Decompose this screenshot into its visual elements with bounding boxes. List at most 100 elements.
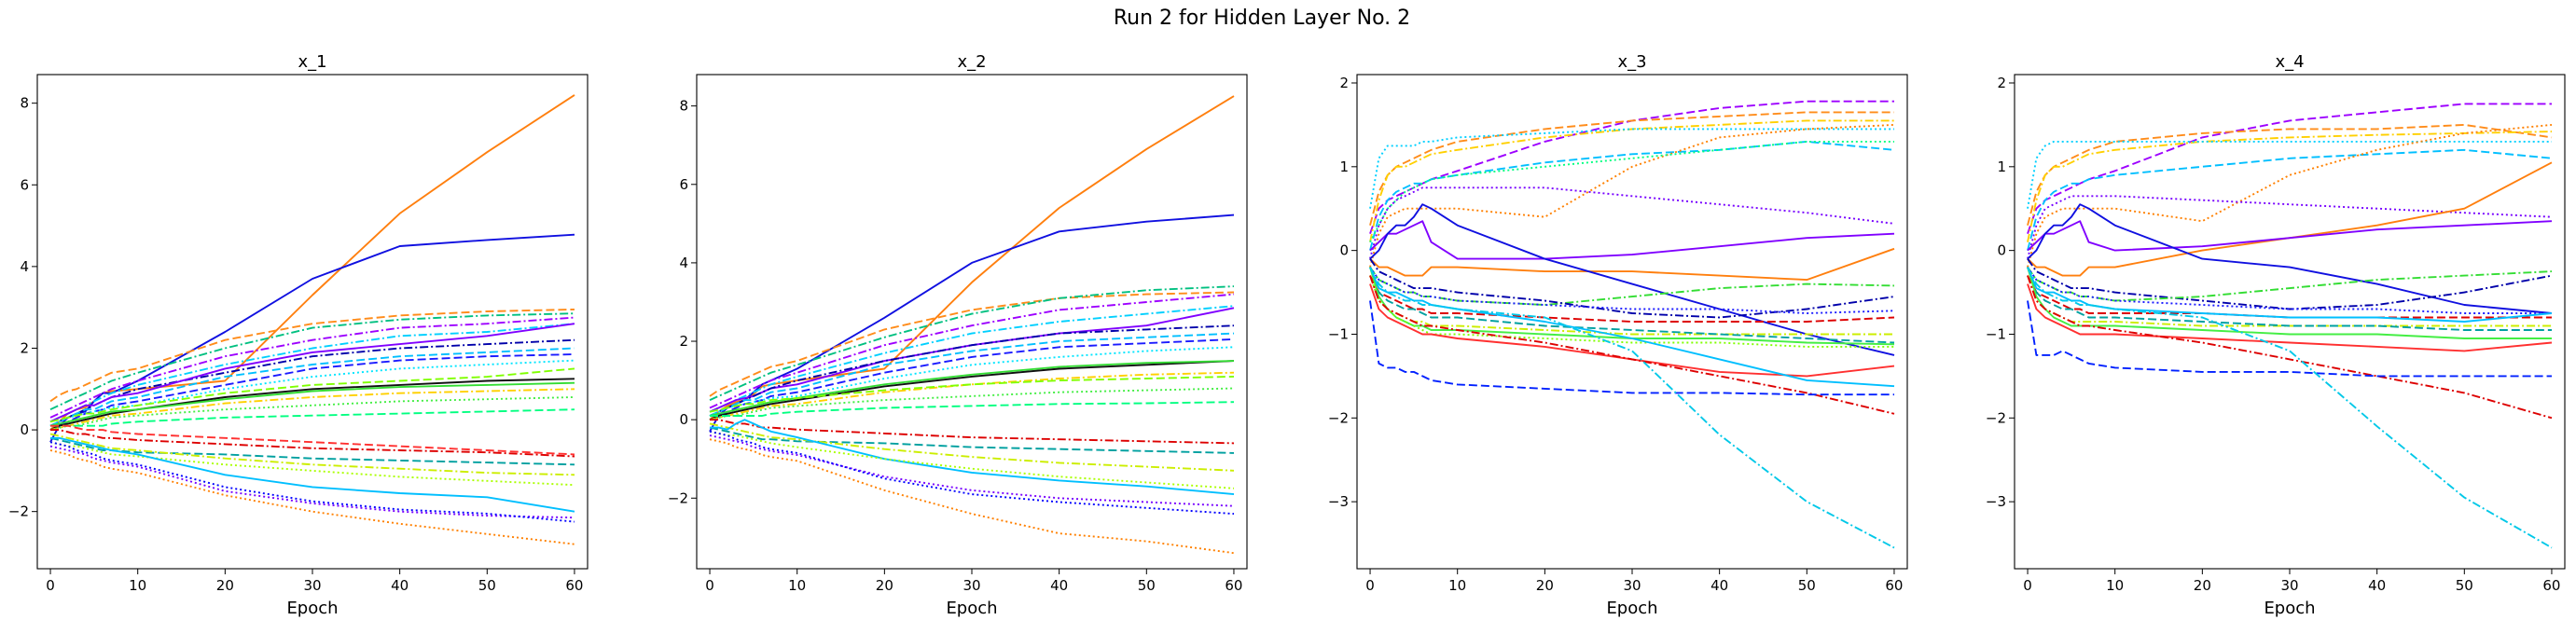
series-line-15 (709, 375, 1235, 413)
x-tick-label: 40 (1050, 577, 1068, 594)
series-line-21 (2027, 300, 2552, 378)
series-line-19 (709, 426, 1235, 454)
x-tick-label: 0 (705, 577, 714, 594)
x-tick-label: 60 (565, 577, 583, 594)
series-line-18 (710, 419, 1235, 445)
series-group (709, 95, 1235, 555)
x-axis-label: Epoch (2264, 599, 2315, 618)
series-line-19 (2027, 283, 2553, 352)
series-line-23 (50, 436, 575, 513)
series-line-11 (709, 346, 1235, 417)
series-line-9 (1369, 220, 1895, 260)
x-tick-label: 20 (1536, 577, 1554, 594)
series-line-20 (2027, 275, 2553, 420)
x-tick-label: 30 (303, 577, 321, 594)
subplot-x1: 0 10 20 30 40 50 60 −2 0 2 4 6 8 x_1 Epoch (8, 52, 589, 618)
series-line-11 (2027, 258, 2553, 310)
series-line-24 (49, 445, 575, 519)
x-axis-label: Epoch (286, 599, 338, 618)
subplot-title: x_1 (298, 52, 326, 72)
x-tick-label: 0 (2023, 577, 2032, 594)
subplot-title: x_2 (957, 52, 986, 72)
series-line-12 (49, 367, 575, 423)
series-line-25 (709, 438, 1235, 555)
y-tick-label: −2 (1986, 409, 2006, 426)
series-line-8 (2027, 161, 2553, 277)
series-line-19 (50, 429, 575, 458)
series-line-12 (1369, 267, 1895, 306)
series-line-21 (49, 433, 575, 476)
series-line-13 (709, 360, 1235, 417)
y-tick-label: 8 (20, 95, 29, 112)
series-line-12 (2027, 267, 2553, 302)
series-group (2027, 103, 2553, 549)
x-tick-label: 20 (2194, 577, 2211, 594)
series-line-7 (709, 307, 1235, 413)
series-line-10 (49, 353, 575, 431)
x-tick-label: 60 (1885, 577, 1903, 594)
x-tick-label: 40 (1710, 577, 1728, 594)
series-line-3 (49, 308, 575, 403)
series-line-18 (50, 424, 575, 456)
y-tick-label: 0 (1339, 242, 1349, 259)
subplot-x4: 0 10 20 30 40 50 60 −3 −2 −1 0 1 2 x_4 Epoch (1986, 52, 2566, 618)
series-line-20 (49, 436, 575, 466)
y-tick-label: 0 (1997, 242, 2006, 259)
series-line-26 (49, 449, 575, 545)
series-line-7 (2027, 195, 2553, 259)
y-tick-label: 6 (20, 176, 29, 193)
series-line-14 (49, 381, 575, 427)
series-line-23 (1369, 300, 1894, 396)
subplot-title: x_3 (1617, 52, 1646, 72)
y-tick-label: −1 (1986, 325, 2006, 342)
series-line-13 (1369, 258, 1895, 319)
x-tick-label: 30 (963, 577, 980, 594)
y-tick-label: 2 (1997, 75, 2006, 91)
x-tick-label: 0 (1365, 577, 1375, 594)
series-line-1 (709, 95, 1235, 420)
series-line-12 (709, 360, 1235, 421)
series-line-22 (1369, 275, 1895, 415)
x-tick-label: 60 (2542, 577, 2560, 594)
y-tick-label: 4 (20, 258, 29, 275)
y-tick-label: 0 (679, 411, 688, 428)
series-line-22 (2027, 267, 2553, 549)
y-tick-label: 1 (1997, 158, 2006, 175)
x-tick-label: 0 (46, 577, 55, 594)
series-line-24 (709, 430, 1235, 516)
series-line-17 (1369, 267, 1895, 344)
series-line-5 (709, 293, 1235, 409)
x-tick-label: 10 (129, 577, 146, 594)
series-line-9 (49, 347, 575, 427)
y-tick-label: 4 (679, 255, 688, 271)
x-tick-label: 30 (2280, 577, 2298, 594)
series-line-5 (49, 316, 575, 419)
y-tick-label: 1 (1339, 158, 1349, 175)
y-tick-label: −3 (1986, 493, 2006, 510)
subplot-title: x_4 (2275, 52, 2304, 72)
y-tick-label: −3 (1328, 493, 1349, 510)
series-line-13 (2027, 267, 2552, 314)
series-line-3 (1369, 119, 1894, 242)
series-line-23 (709, 434, 1235, 507)
series-line-14 (2027, 275, 2552, 319)
x-tick-label: 50 (2456, 577, 2473, 594)
x-tick-label: 20 (216, 577, 234, 594)
series-line-11 (49, 359, 575, 427)
figure-title: Run 2 for Hidden Layer No. 2 (1114, 7, 1410, 30)
subplot-x2: 0 10 20 30 40 50 60 −2 0 2 4 6 8 x_2 Epoch (668, 52, 1248, 618)
x-tick-label: 10 (1448, 577, 1466, 594)
x-tick-label: 60 (1225, 577, 1242, 594)
series-line-3 (2027, 131, 2553, 242)
series-line-8 (49, 323, 575, 423)
series-line-14 (1369, 267, 1895, 314)
series-group (1369, 100, 1895, 549)
series-line-3 (709, 291, 1235, 397)
series-line-19 (1369, 275, 1894, 348)
y-tick-label: 8 (679, 98, 688, 115)
series-line-21 (710, 419, 1235, 496)
series-line-8 (1369, 186, 1895, 259)
